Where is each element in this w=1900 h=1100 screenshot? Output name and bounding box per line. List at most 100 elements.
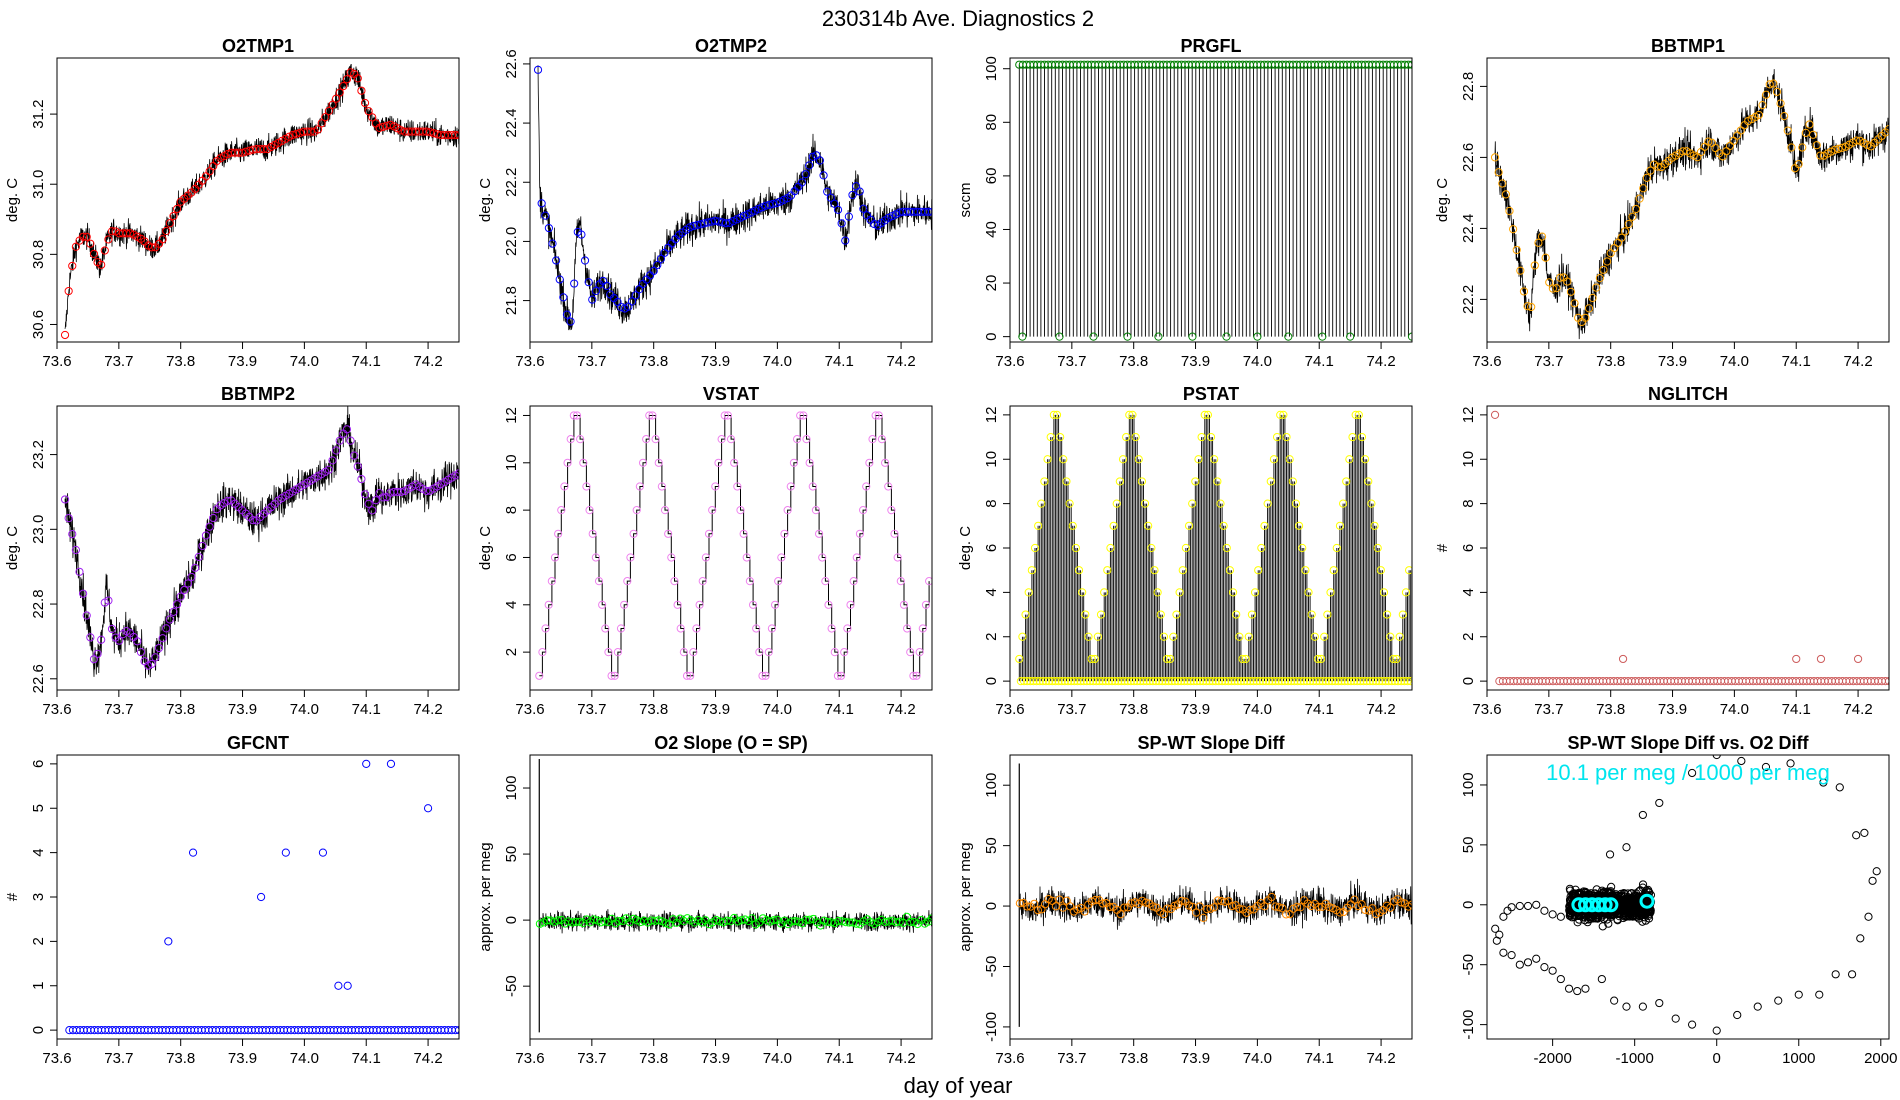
- data-point: [1216, 499, 1225, 508]
- data-point: [1407, 60, 1412, 69]
- data-point: [607, 671, 616, 680]
- series-line: [537, 65, 932, 331]
- data-point: [733, 482, 742, 491]
- data-point: [1246, 905, 1255, 914]
- data-point: [604, 648, 613, 657]
- data-point: [874, 411, 883, 420]
- data-point: [890, 529, 899, 538]
- panel-title: PSTAT: [1183, 384, 1239, 404]
- data-point: [818, 553, 827, 562]
- data-point: [1638, 1002, 1647, 1011]
- data-point: [353, 462, 362, 471]
- data-point: [1537, 232, 1547, 241]
- data-point: [764, 648, 773, 657]
- data-point: [1105, 902, 1114, 912]
- data-point: [1125, 410, 1134, 419]
- data-point: [881, 458, 890, 467]
- x-tick-label: 2000: [1864, 1050, 1897, 1067]
- data-point: [837, 219, 846, 228]
- data-point: [1758, 101, 1767, 110]
- data-point: [79, 589, 88, 598]
- x-tick-label: 74.2: [1366, 353, 1395, 370]
- data-point: [577, 230, 586, 239]
- y-tick-label: 22.8: [30, 589, 47, 618]
- x-tick-label: 73.7: [104, 353, 133, 370]
- data-point: [1753, 1002, 1762, 1011]
- y-tick-label: 8: [503, 506, 520, 514]
- data-point: [1173, 677, 1183, 686]
- data-point: [223, 496, 232, 506]
- data-point: [704, 529, 714, 538]
- panel-title: PRGFL: [1181, 36, 1242, 56]
- y-tick-label: 0: [983, 677, 1000, 685]
- data-point: [1316, 654, 1326, 664]
- data-point: [1111, 677, 1120, 686]
- x-tick-label: 74.1: [1305, 701, 1334, 718]
- data-point: [1076, 677, 1085, 686]
- data-point: [918, 624, 927, 633]
- data-point: [1052, 410, 1062, 419]
- data-point: [1260, 902, 1269, 911]
- x-tick-label: 73.7: [577, 701, 606, 718]
- data-point: [1107, 677, 1117, 686]
- data-point: [1737, 756, 1746, 766]
- data-point: [712, 915, 721, 925]
- data-point: [107, 227, 117, 236]
- data-point: [1774, 996, 1783, 1005]
- data-point: [342, 75, 352, 84]
- data-point: [1070, 677, 1079, 686]
- plot-frame: [1009, 405, 1413, 691]
- data-point: [768, 199, 778, 209]
- data-point: [1515, 960, 1524, 969]
- y-tick-label: 22.2: [503, 168, 520, 197]
- x-tick-label: 73.7: [577, 1050, 606, 1067]
- data-point: [397, 487, 406, 497]
- y-tick-label: -50: [983, 956, 1000, 978]
- y-tick-label: 5: [30, 804, 47, 812]
- data-point: [429, 129, 438, 138]
- data-point: [868, 435, 877, 444]
- data-point: [554, 529, 563, 538]
- data-point: [1622, 843, 1631, 852]
- data-point: [1835, 783, 1844, 792]
- data-point: [1772, 87, 1782, 96]
- data-point: [1202, 677, 1211, 686]
- x-tick-label: 73.6: [995, 701, 1024, 718]
- data-point: [758, 671, 767, 680]
- x-tick-label: 74.0: [290, 353, 319, 370]
- x-tick-label: 74.2: [1366, 1050, 1395, 1067]
- data-point: [378, 493, 388, 502]
- plot-area: [535, 411, 932, 680]
- data-point: [357, 474, 366, 484]
- data-point: [64, 514, 73, 523]
- x-tick-label: 73.7: [1057, 353, 1086, 370]
- panel-prgfl: PRGFL sccm 73.6 73.7 73.8 73.9 74.0 74.1 74.2 0 20…: [957, 36, 1413, 370]
- data-point: [569, 411, 578, 420]
- data-point: [104, 596, 113, 605]
- data-point: [1598, 922, 1607, 931]
- data-point: [1281, 910, 1291, 919]
- data-point: [97, 635, 106, 644]
- data-point: [801, 170, 810, 179]
- data-point: [1505, 206, 1514, 216]
- data-point: [335, 88, 344, 97]
- panel-title: O2 Slope (O = SP): [654, 733, 808, 753]
- data-point: [895, 917, 904, 926]
- data-point: [767, 624, 777, 633]
- data-point: [205, 522, 214, 531]
- data-point: [1580, 913, 1589, 922]
- data-point: [1136, 677, 1145, 686]
- data-point: [125, 229, 135, 238]
- data-point: [1872, 867, 1881, 876]
- data-point: [541, 624, 550, 633]
- data-point: [1598, 889, 1607, 898]
- data-point: [1188, 499, 1197, 508]
- panel-gfcnt: GFCNT #73.6 73.7 73.8 73.9 74.0 74.1 74.2 0 1 2 3 4 5…: [4, 733, 460, 1067]
- data-point: [1540, 963, 1549, 972]
- x-tick-label: -2000: [1533, 1050, 1571, 1067]
- y-axis-label: sccm: [957, 183, 974, 218]
- data-point: [1210, 903, 1219, 912]
- data-point: [1258, 677, 1268, 686]
- y-tick-label: 50: [983, 837, 1000, 854]
- y-tick-label: 1: [30, 982, 47, 990]
